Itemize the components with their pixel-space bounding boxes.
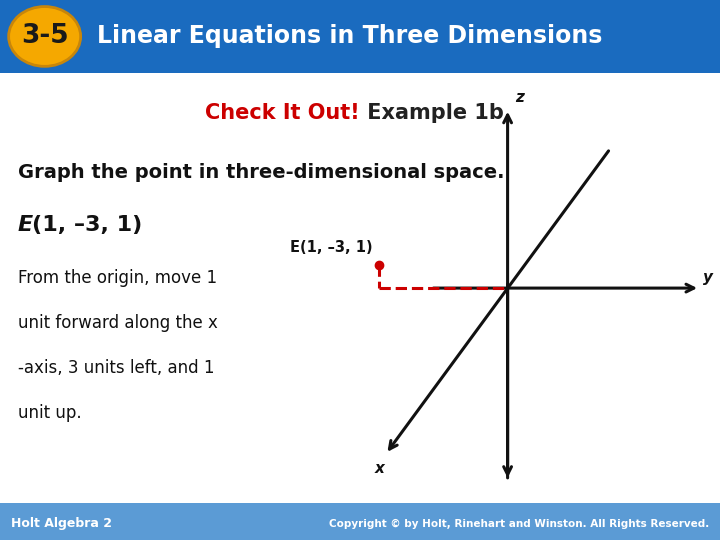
Text: E(1, –3, 1): E(1, –3, 1) [290,240,373,255]
Ellipse shape [9,6,81,66]
Text: Holt Algebra 2: Holt Algebra 2 [11,517,112,530]
Text: Check It Out!: Check It Out! [205,103,360,123]
Text: Linear Equations in Three Dimensions: Linear Equations in Three Dimensions [97,24,603,49]
Text: y: y [703,270,714,285]
Text: z: z [516,91,524,105]
Text: 3-5: 3-5 [21,23,68,50]
Text: (1, –3, 1): (1, –3, 1) [32,215,143,235]
Text: From the origin, move 1: From the origin, move 1 [18,269,217,287]
Text: -axis, 3 units left, and 1: -axis, 3 units left, and 1 [18,359,215,377]
Text: unit forward along the x: unit forward along the x [18,314,218,332]
Text: Copyright © by Holt, Rinehart and Winston. All Rights Reserved.: Copyright © by Holt, Rinehart and Winsto… [329,518,709,529]
Text: Example 1b: Example 1b [360,103,504,123]
Text: unit up.: unit up. [18,404,81,422]
Text: x: x [374,461,384,476]
Text: E: E [18,215,33,235]
Text: Graph the point in three-dimensional space.: Graph the point in three-dimensional spa… [18,163,505,183]
